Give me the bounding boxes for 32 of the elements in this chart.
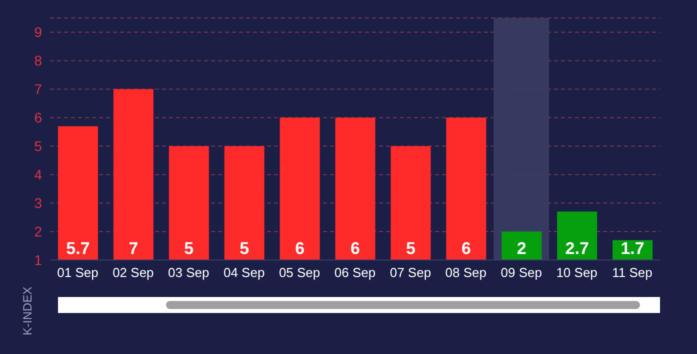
y-tick-label: 2 (34, 224, 42, 240)
y-tick-label: 8 (34, 52, 42, 69)
data-label: 5 (240, 239, 250, 258)
x-tick-label: 08 Sep (445, 265, 487, 280)
x-tick-label: 07 Sep (390, 265, 432, 280)
x-tick-label: 09 Sep (500, 265, 542, 280)
data-label: 5 (406, 239, 416, 258)
x-tick-label: 01 Sep (57, 265, 98, 280)
x-tick-label: 06 Sep (334, 265, 376, 280)
x-tick-label: 11 Sep (612, 265, 652, 280)
y-tick-label: 9 (34, 24, 42, 40)
data-label: 5.7 (66, 239, 90, 258)
x-tick-label: 03 Sep (168, 265, 210, 280)
data-label: 6 (350, 239, 360, 258)
x-tick-label: 04 Sep (223, 265, 265, 280)
data-label: 6 (295, 239, 305, 258)
data-label: 2.7 (565, 239, 589, 258)
y-tick-label: 6 (34, 110, 42, 126)
data-label: 2 (516, 239, 526, 258)
data-label: 6 (461, 239, 471, 258)
data-label: 1.7 (620, 239, 644, 258)
x-tick-label: 02 Sep (112, 265, 154, 280)
y-axis-title: K-INDEX (20, 286, 34, 336)
y-tick-label: 3 (34, 195, 42, 212)
y-tick-label: 1 (34, 252, 42, 268)
y-tick-label: 5 (34, 138, 42, 154)
x-tick-label: 10 Sep (556, 265, 598, 280)
data-label: 5 (184, 239, 194, 258)
y-tick-label: 7 (34, 81, 42, 98)
x-tick-label: 05 Sep (278, 265, 320, 280)
data-label: 7 (128, 239, 138, 258)
y-tick-label: 4 (34, 166, 42, 183)
